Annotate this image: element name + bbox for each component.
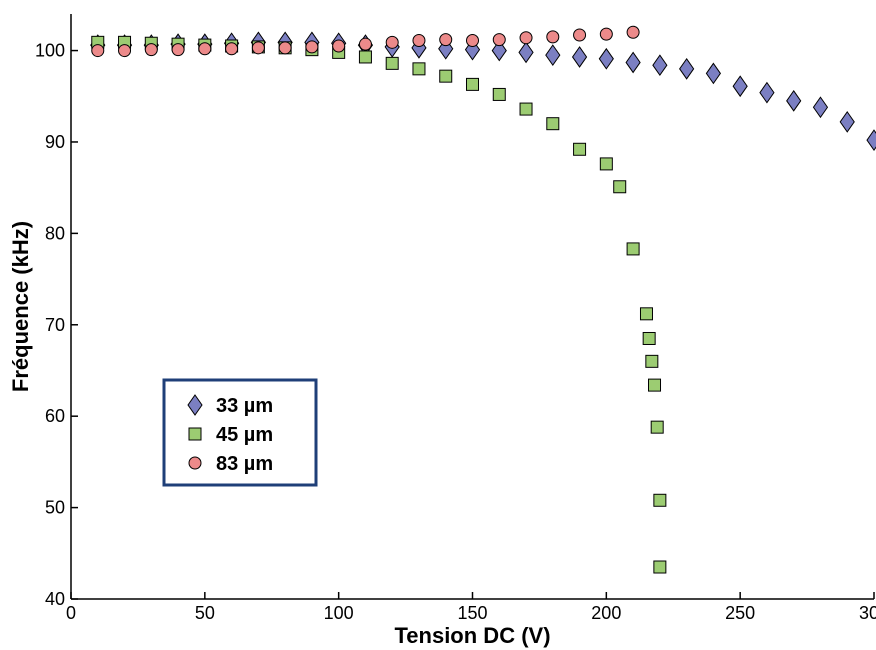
circle-point (546, 30, 560, 44)
legend-circle-icon (188, 456, 202, 470)
x-tick-label: 200 (591, 603, 621, 623)
diamond-point (545, 44, 561, 67)
square-point (546, 117, 560, 131)
y-tick-label: 50 (45, 498, 65, 518)
diamond-point (705, 62, 722, 85)
legend-square-icon (188, 427, 202, 441)
series-circle (91, 25, 640, 58)
x-tick-label: 250 (725, 603, 755, 623)
circle-point (198, 42, 212, 56)
square-point (648, 378, 662, 392)
square-point (492, 87, 506, 101)
circle-point (171, 43, 185, 57)
circle-point (251, 41, 265, 55)
diamond-point (759, 81, 775, 104)
square-point (642, 331, 656, 345)
x-ticks: 0 50 100 150 200 250 300 (66, 592, 876, 623)
diamond-point (518, 41, 534, 64)
x-tick-label: 0 (66, 603, 76, 623)
data-markers (90, 25, 876, 574)
circle-point (573, 28, 587, 42)
legend-label: 45 µm (216, 424, 273, 446)
circle-point (385, 35, 399, 49)
circle-point (332, 39, 346, 53)
square-point (639, 307, 653, 321)
diamond-point (732, 75, 748, 98)
y-tick-label: 40 (45, 589, 65, 609)
y-tick-label: 60 (45, 406, 65, 426)
circle-point (466, 34, 479, 48)
circle-point (519, 31, 533, 45)
legend: 33 µm 45 µm 83 µm (162, 378, 318, 487)
square-point (519, 102, 533, 116)
diamond-point (679, 57, 695, 80)
circle-point (412, 34, 426, 48)
y-tick-label: 70 (45, 315, 65, 335)
x-tick-label: 50 (195, 603, 215, 623)
y-tick-label: 80 (45, 223, 65, 243)
square-point (626, 242, 640, 256)
series-square (91, 35, 667, 574)
square-point (653, 560, 667, 574)
square-point (653, 493, 667, 507)
square-point (613, 180, 627, 194)
x-tick-label: 300 (859, 603, 876, 623)
diamond-point (652, 54, 668, 77)
circle-point (305, 40, 319, 54)
x-tick-label: 100 (324, 603, 354, 623)
square-point (385, 56, 399, 70)
legend-diamond-icon (187, 394, 203, 416)
diamond-point (866, 129, 876, 152)
legend-label: 83 µm (216, 453, 273, 475)
diamond-point (839, 110, 855, 133)
circle-point (278, 41, 292, 55)
square-point (599, 157, 613, 171)
square-point (573, 142, 587, 156)
square-point (650, 420, 664, 434)
circle-point (91, 44, 105, 58)
y-tick-label: 100 (35, 41, 65, 61)
circle-point (439, 33, 453, 47)
circle-point (144, 43, 158, 57)
diamond-point (598, 47, 614, 70)
circle-point (599, 27, 613, 41)
circle-point (118, 44, 132, 58)
circle-point (225, 42, 239, 56)
y-axis-title: Fréquence (kHz) (8, 221, 33, 392)
square-point (645, 354, 659, 368)
diamond-point (571, 46, 588, 68)
square-point (466, 77, 479, 91)
y-tick-label: 90 (45, 132, 65, 152)
square-point (439, 69, 453, 83)
diamond-point (812, 96, 829, 119)
axes (70, 14, 874, 600)
y-ticks: 40 50 60 70 80 90 100 (35, 41, 78, 609)
circle-point (626, 25, 640, 39)
legend-label: 33 µm (216, 395, 273, 417)
square-point (412, 62, 426, 76)
x-tick-label: 150 (457, 603, 487, 623)
circle-point (358, 37, 372, 51)
diamond-point (491, 39, 507, 62)
diamond-point (786, 89, 802, 112)
circle-point (492, 33, 506, 47)
x-axis-title: Tension DC (V) (394, 623, 550, 648)
square-point (358, 50, 372, 64)
diamond-point (625, 51, 641, 74)
